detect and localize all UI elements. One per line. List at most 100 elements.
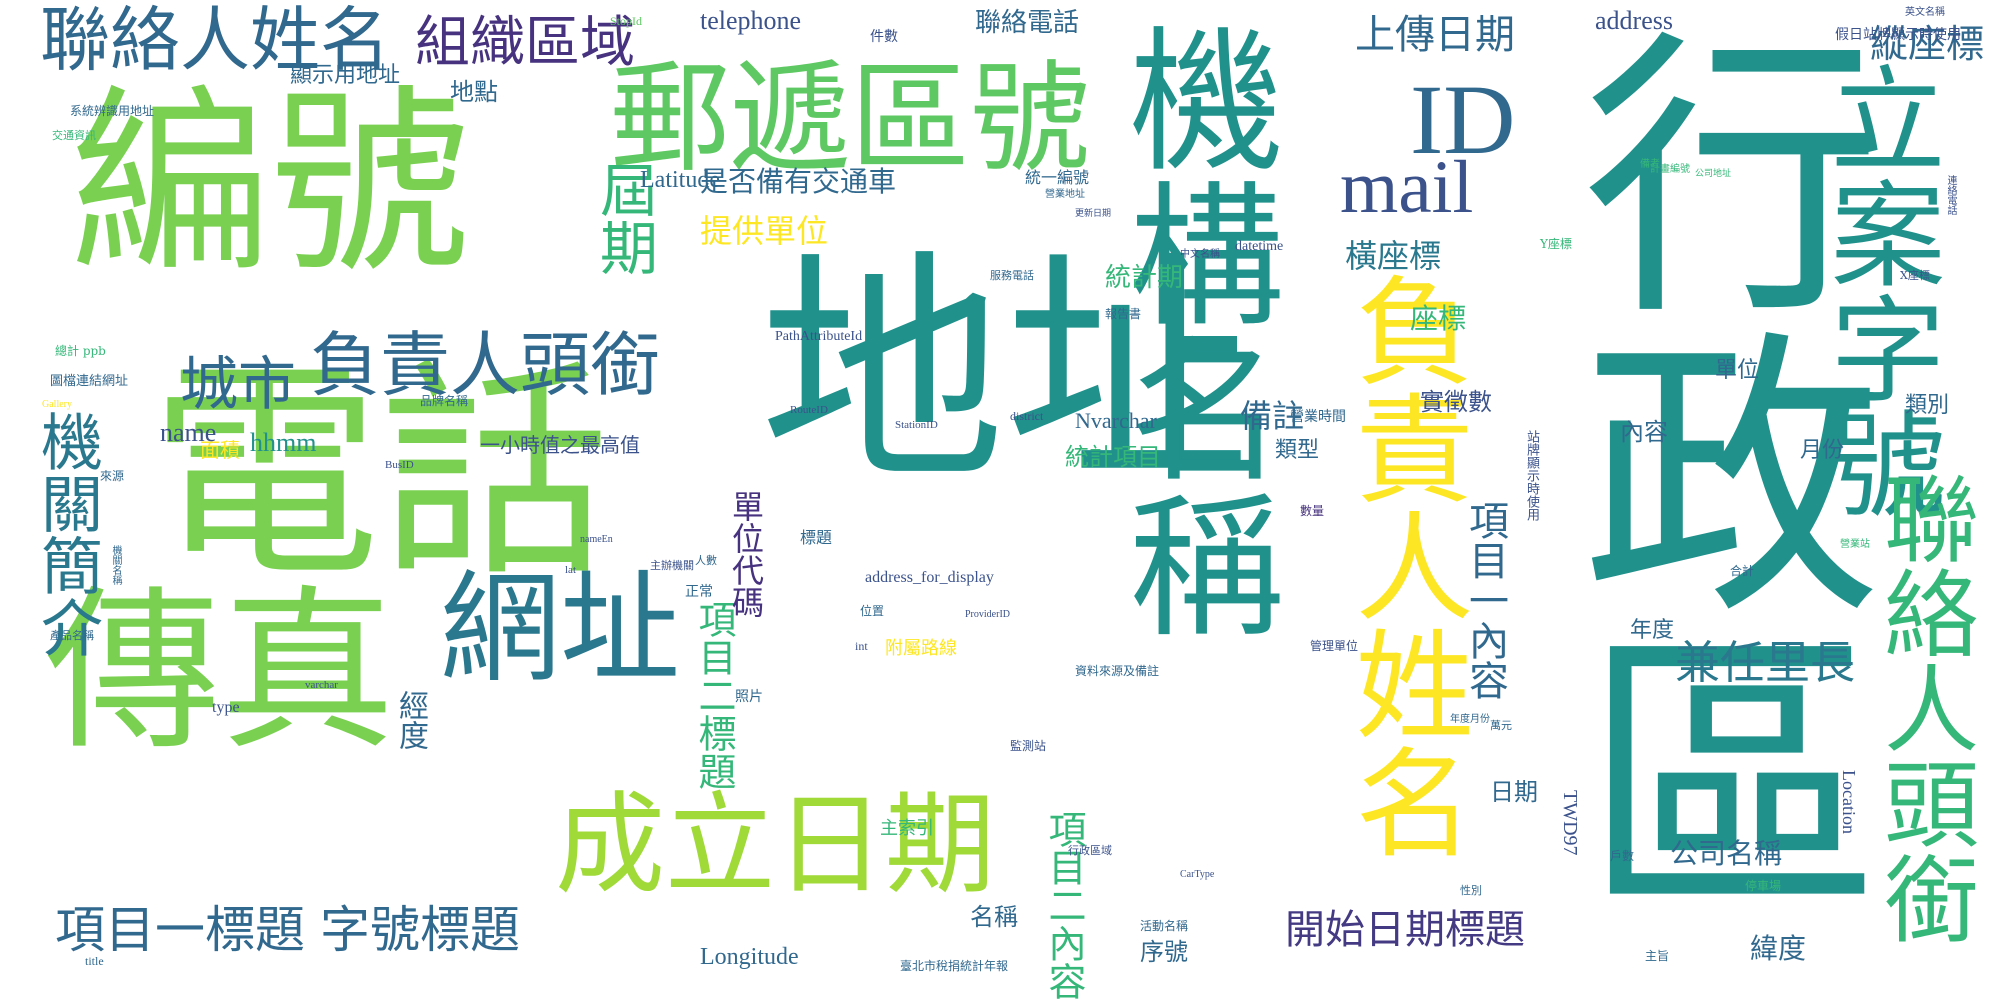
cloud-word: 主索引 xyxy=(880,818,934,839)
cloud-word: 機關名稱 xyxy=(110,545,121,585)
cloud-word: 編號 xyxy=(70,68,471,301)
cloud-word: 聯絡電話 xyxy=(975,8,1080,38)
cloud-word: 座標 xyxy=(1410,302,1467,335)
cloud-word: 立案字號 xyxy=(1811,60,1945,520)
cloud-word: 圖檔連結網址 xyxy=(50,374,129,389)
cloud-word: 營業時間 xyxy=(1290,409,1346,425)
cloud-word: 項目一標題 xyxy=(55,901,305,959)
cloud-word: 機構名稱 xyxy=(1102,20,1283,640)
cloud-word: 監測站 xyxy=(1010,739,1047,753)
cloud-word: 郵遞區號 xyxy=(610,50,1090,189)
cloud-word: ProviderID xyxy=(965,609,1010,620)
cloud-word: 行政區域 xyxy=(1068,844,1112,857)
cloud-word: datetime xyxy=(1235,239,1284,254)
cloud-word: 月份 xyxy=(1800,438,1845,463)
cloud-word: 主旨 xyxy=(1645,949,1670,963)
cloud-word: hhmm xyxy=(250,428,317,457)
cloud-word: 備考 xyxy=(1640,159,1660,170)
cloud-word: 字號標題 xyxy=(320,901,520,959)
cloud-word: 一小時值之最高值 xyxy=(480,433,640,457)
cloud-word: 來源 xyxy=(100,469,125,483)
cloud-word: 戶數 xyxy=(1610,849,1635,863)
cloud-word: Gallery xyxy=(42,399,72,410)
cloud-word: 名稱 xyxy=(970,903,1018,931)
cloud-word: 中文名稱 xyxy=(1180,249,1220,260)
cloud-word: 主辦機關 xyxy=(650,559,694,572)
cloud-word: 單位代碼 xyxy=(727,490,765,618)
cloud-word: 合計 xyxy=(1730,564,1755,578)
cloud-word: 兼任里長 xyxy=(1675,636,1856,689)
cloud-word: 人數 xyxy=(695,554,717,567)
cloud-word: 系統辨識用地址 xyxy=(70,104,155,118)
cloud-word: lat xyxy=(565,564,576,576)
cloud-word: 年度 xyxy=(1630,618,1675,643)
cloud-word: address_for_display xyxy=(865,569,994,586)
cloud-word: 營業地址 xyxy=(1045,189,1085,200)
cloud-word: 報告書 xyxy=(1105,307,1142,321)
cloud-word: 序號 xyxy=(1140,938,1188,966)
cloud-word: BusID xyxy=(385,459,414,471)
cloud-word: 提供單位 xyxy=(700,212,829,250)
cloud-word: Latitude xyxy=(640,167,720,193)
cloud-word: telephone xyxy=(700,6,802,35)
cloud-word: ID xyxy=(1410,64,1516,175)
cloud-word: 上傳日期 xyxy=(1355,12,1515,58)
cloud-word: 城市 xyxy=(180,350,297,418)
cloud-word: mail xyxy=(1340,146,1474,229)
cloud-word: name xyxy=(160,418,217,447)
cloud-word: StationID xyxy=(895,419,938,431)
cloud-word: 營業站 xyxy=(1840,539,1870,550)
cloud-word: 服務電話 xyxy=(990,269,1034,282)
cloud-word: 公司名稱 xyxy=(1670,837,1783,870)
cloud-word: 顯示用地址 xyxy=(290,63,401,88)
cloud-word: address xyxy=(1595,6,1673,35)
cloud-word: 件數 xyxy=(870,29,898,45)
cloud-word: Y座標 xyxy=(1540,237,1572,251)
cloud-word: 地址 xyxy=(760,230,1250,515)
cloud-word: 傳真 xyxy=(45,571,395,774)
cloud-word: 計畫編號 xyxy=(1650,164,1690,175)
cloud-word: TWD97 xyxy=(1559,790,1581,856)
cloud-word: 連絡電話 xyxy=(1945,175,1956,215)
cloud-word: 地點 xyxy=(450,78,498,106)
cloud-word: 活動名稱 xyxy=(1140,919,1189,933)
cloud-word: 統計期 xyxy=(1105,263,1184,293)
cloud-word: Longitude xyxy=(700,944,799,970)
cloud-word: varchar xyxy=(305,679,338,691)
cloud-word: 年度月份 xyxy=(1450,714,1490,725)
cloud-word: CarType xyxy=(1180,869,1215,880)
cloud-word: 交通資訊 xyxy=(52,129,96,142)
cloud-word: 縱座標 xyxy=(1870,22,1985,66)
cloud-word: 公司地址 xyxy=(1695,169,1732,179)
cloud-word: 橫座標 xyxy=(1345,237,1442,275)
cloud-word: 附屬路線 xyxy=(885,638,957,659)
cloud-word: 照片 xyxy=(735,689,763,705)
cloud-word: 開始日期標題 xyxy=(1285,907,1525,953)
cloud-word: 項目二內容 xyxy=(1042,810,1086,1000)
cloud-word: 管理單位 xyxy=(1310,639,1359,653)
cloud-word: RouteID xyxy=(790,404,828,416)
cloud-word: 標題 xyxy=(800,528,833,547)
cloud-word: 實徵數 xyxy=(1420,388,1492,416)
cloud-word: 資料來源及備註 xyxy=(1075,664,1160,678)
cloud-word: 備註 xyxy=(1240,397,1305,435)
cloud-word: 統計項目 xyxy=(1065,443,1161,471)
cloud-word: 正常 xyxy=(685,584,713,600)
cloud-word: 經度 xyxy=(393,690,428,750)
cloud-word: 聯絡人頭銜 xyxy=(1868,470,1978,945)
cloud-word: 屆期 xyxy=(590,160,658,276)
cloud-word: 產品名稱 xyxy=(50,629,94,642)
cloud-word: 臺北市稅捐統計年報 xyxy=(900,959,1009,973)
cloud-word: StopId xyxy=(610,14,643,28)
cloud-word: 假日站牌顯示時使用 xyxy=(1835,27,1961,43)
cloud-word: 站牌顯示時使用 xyxy=(1524,430,1539,521)
cloud-word: 機關簡介 xyxy=(30,410,103,658)
cloud-word: Location xyxy=(1839,770,1859,834)
cloud-word: 數量 xyxy=(1300,504,1325,518)
cloud-word: 緯度 xyxy=(1750,932,1807,965)
cloud-word: 負責人姓名 xyxy=(1335,270,1473,860)
cloud-word: Nvarchar xyxy=(1075,408,1157,433)
cloud-word: 品牌名稱 xyxy=(420,394,469,408)
cloud-word: 電話 xyxy=(150,341,611,608)
